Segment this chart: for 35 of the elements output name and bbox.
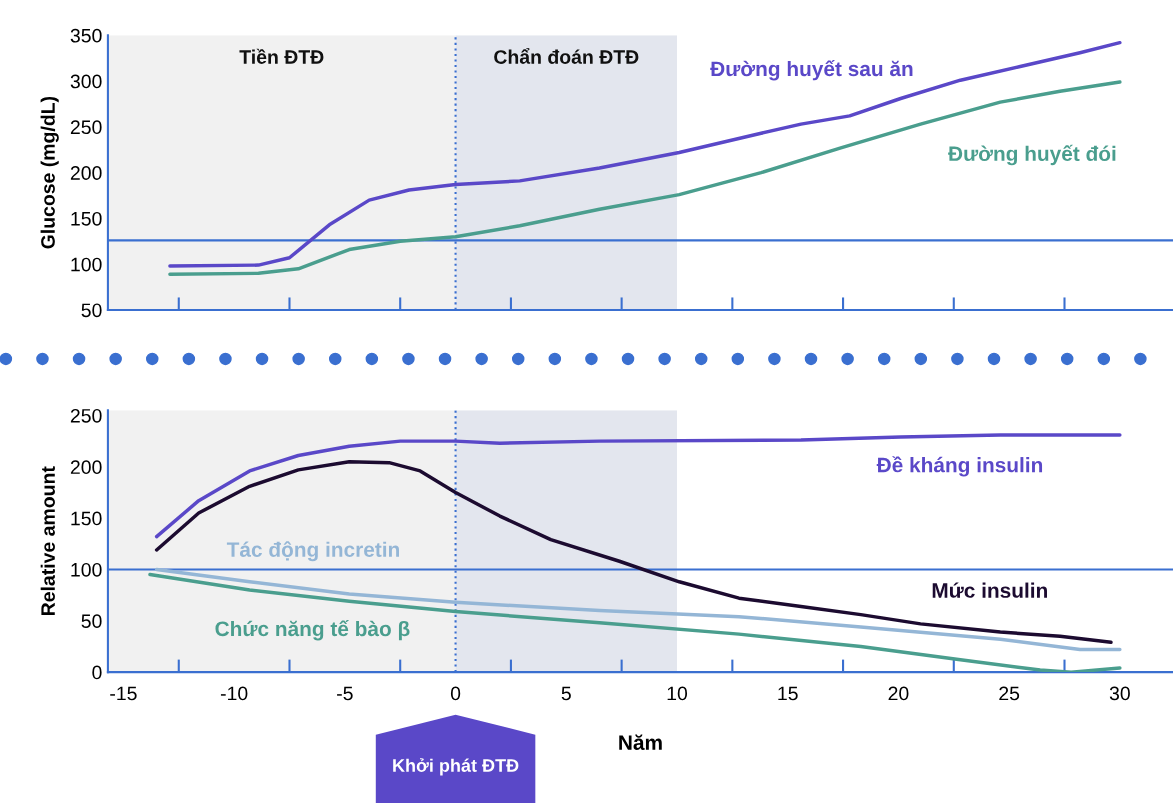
x-tick-label: -10 <box>220 686 248 701</box>
series-label: Đề kháng insulin <box>876 456 1043 477</box>
x-tick-label: 30 <box>1109 686 1130 701</box>
y-tick-label: 100 <box>71 562 102 577</box>
y-tick-label: 300 <box>70 74 102 89</box>
series-label: Tác động incretin <box>226 541 400 562</box>
x-tick-label: 20 <box>888 686 909 701</box>
series-label: Đường huyết sau ăn <box>710 60 913 81</box>
y-tick-label: 0 <box>92 665 102 680</box>
x-tick-label: -5 <box>337 686 353 701</box>
series-label: Mức insulin <box>932 582 1047 598</box>
y-tick-label: 100 <box>71 257 102 272</box>
y-tick-label: 150 <box>71 211 102 226</box>
y-tick-label: 350 <box>70 28 102 43</box>
y-axis-title: Glucose (mg/dL) <box>40 96 59 249</box>
x-tick-label: 5 <box>561 686 571 701</box>
x-tick-label: 25 <box>999 686 1020 701</box>
band-label: Chẩn đoán ĐTĐ <box>494 48 639 64</box>
y-axis-title: Relative amount <box>40 466 55 616</box>
x-axis-title: Năm <box>619 734 662 750</box>
x-tick-label: -15 <box>110 686 137 701</box>
y-tick-label: 200 <box>70 166 102 180</box>
y-tick-label: 50 <box>81 303 102 318</box>
y-tick-label: 50 <box>81 614 102 629</box>
y-tick-label: 200 <box>70 460 102 475</box>
y-tick-label: 250 <box>70 120 102 135</box>
band-label: Tiền ĐTĐ <box>239 48 324 64</box>
x-tick-label: 10 <box>667 686 688 701</box>
series-label: Đường huyết đói <box>948 144 1116 166</box>
y-tick-label: 150 <box>71 511 102 526</box>
text: Khởi phát ĐTĐ <box>393 758 519 776</box>
series-label: Chức năng tế bào β <box>215 620 410 641</box>
x-tick-label: 15 <box>778 686 798 701</box>
y-tick-label: 250 <box>70 408 102 423</box>
x-tick-label: 0 <box>450 686 461 701</box>
